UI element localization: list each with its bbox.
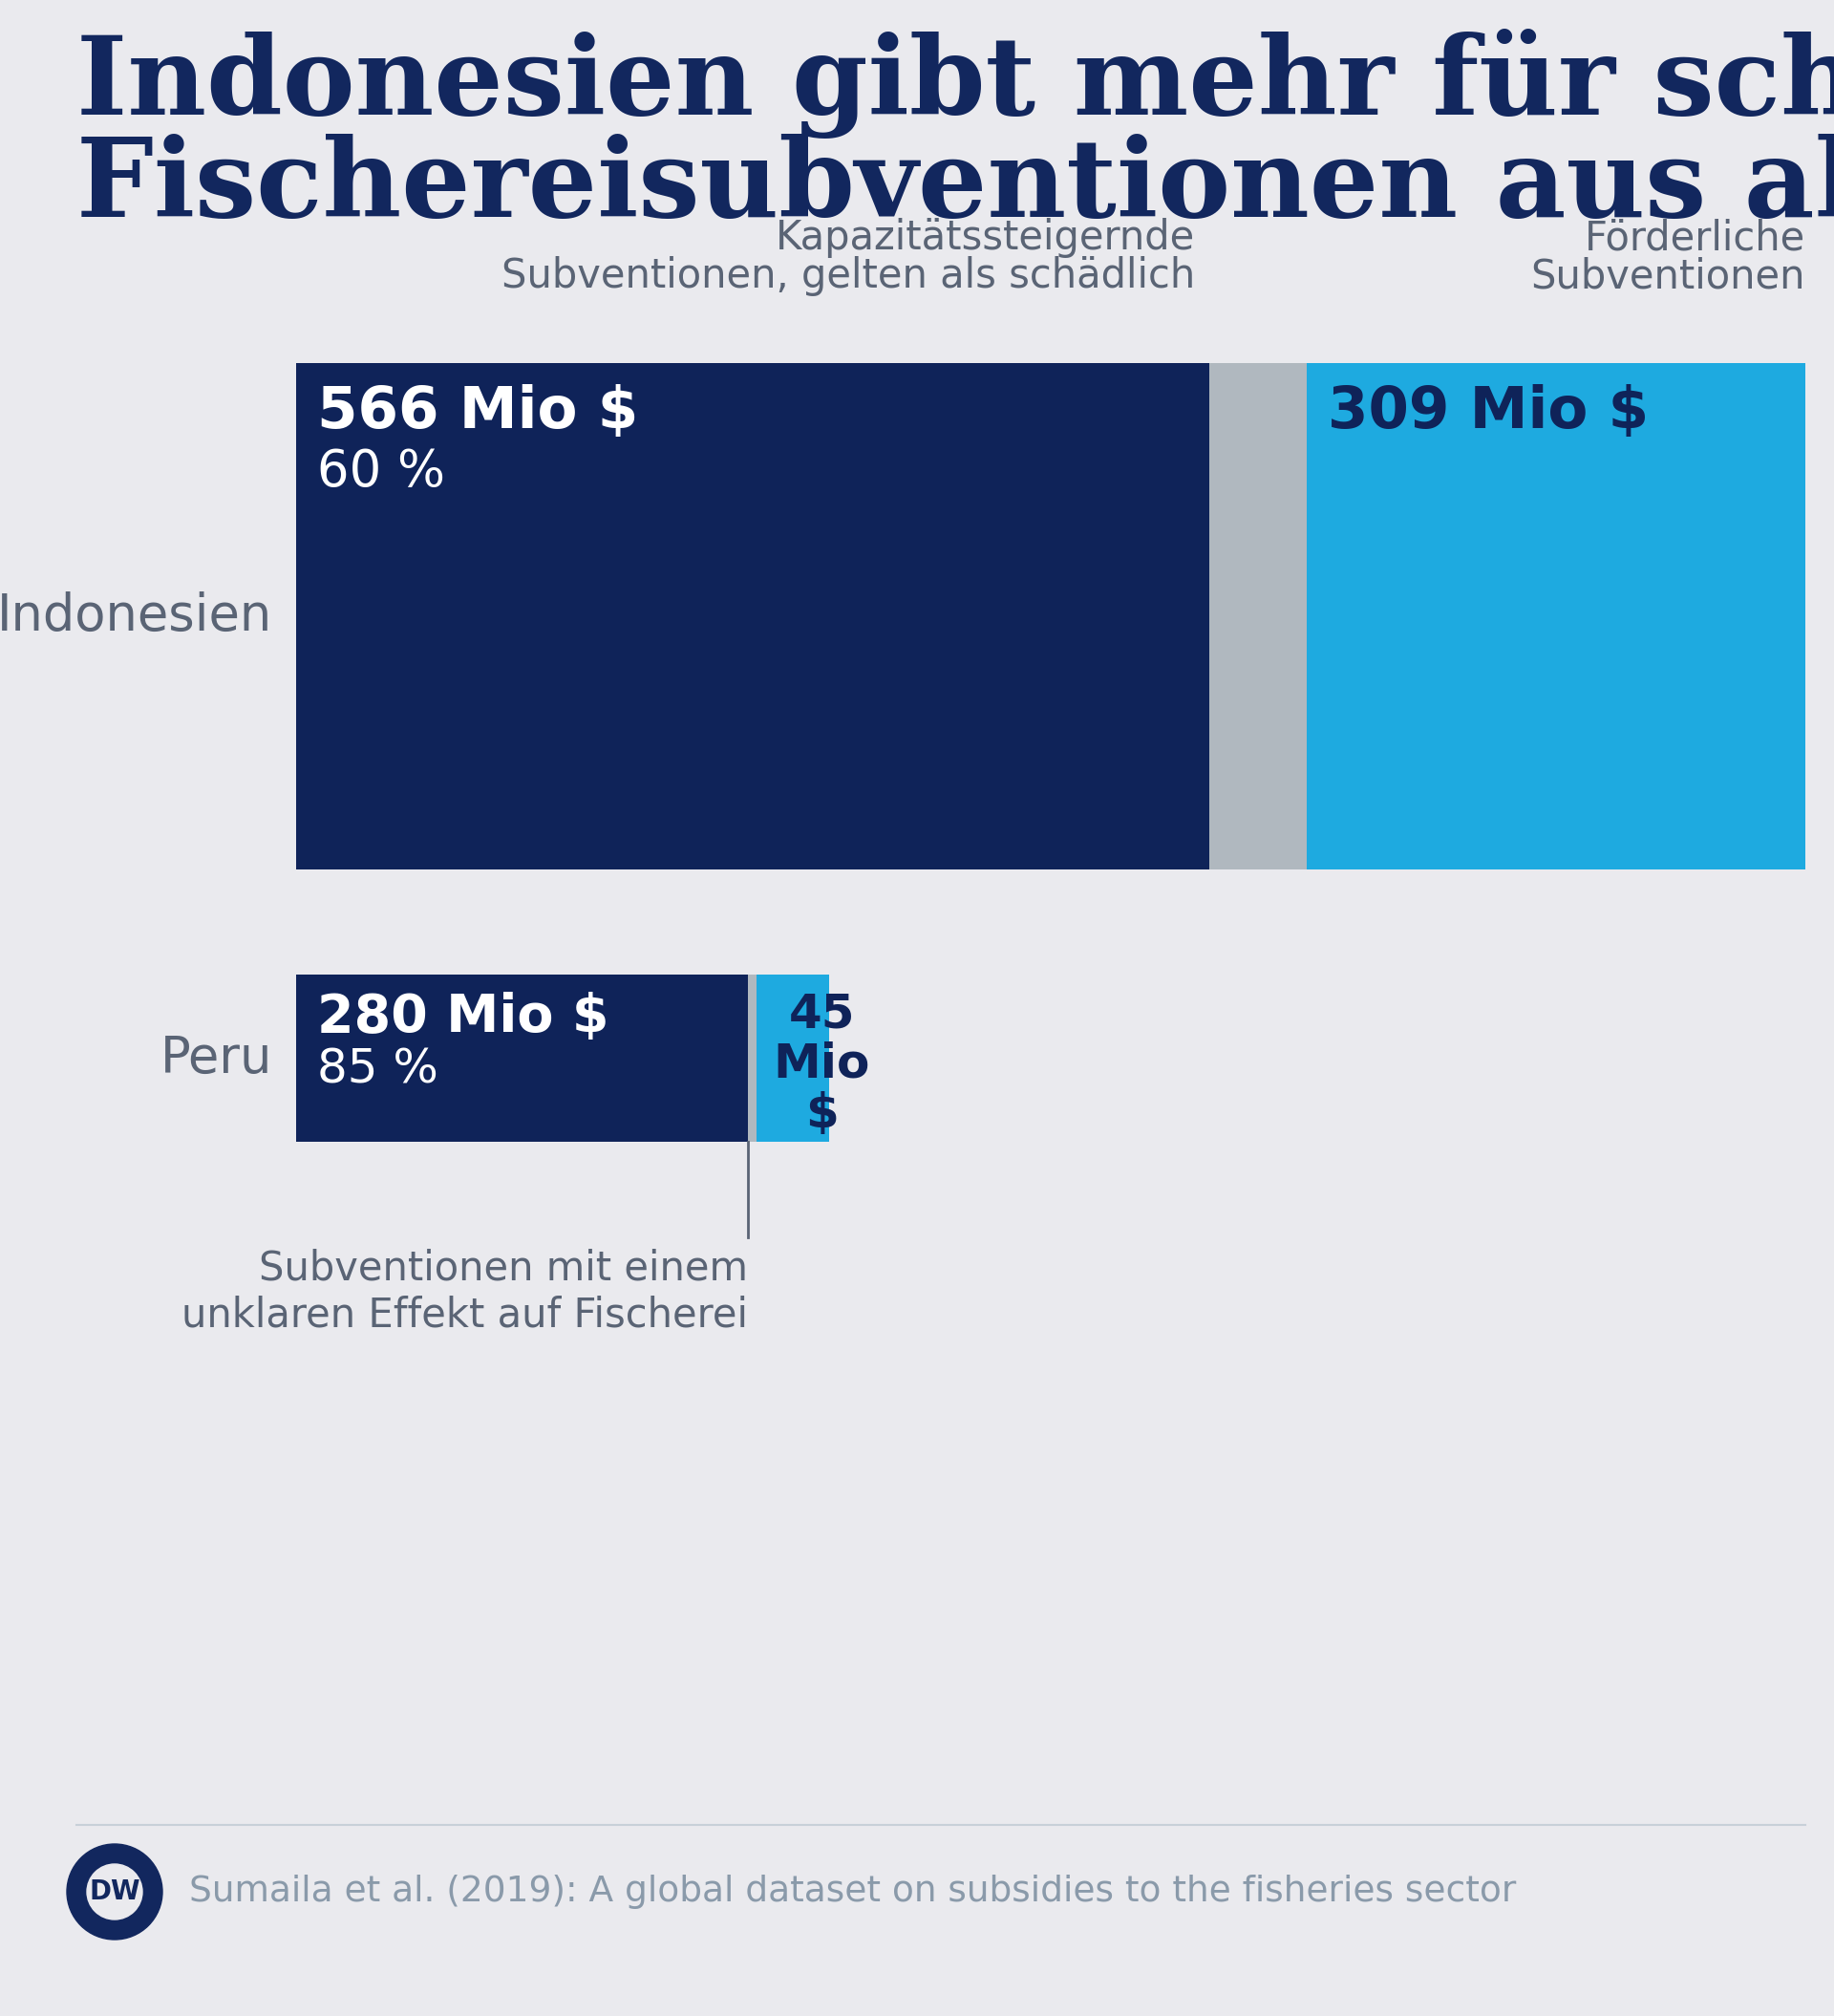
Text: Subventionen mit einem
unklaren Effekt auf Fischerei: Subventionen mit einem unklaren Effekt a… bbox=[182, 1248, 748, 1335]
Text: 60 %: 60 % bbox=[317, 448, 446, 496]
Bar bbox=[295, 974, 748, 1141]
Text: Förderliche: Förderliche bbox=[1585, 218, 1805, 258]
Bar bbox=[1306, 363, 1805, 869]
Text: 85 %: 85 % bbox=[317, 1046, 438, 1093]
Bar bbox=[1210, 363, 1306, 869]
Bar bbox=[748, 974, 756, 1141]
Circle shape bbox=[66, 1845, 163, 1939]
Text: Sumaila et al. (2019): A global dataset on subsidies to the fisheries sector: Sumaila et al. (2019): A global dataset … bbox=[189, 1875, 1517, 1909]
Text: 280 Mio $: 280 Mio $ bbox=[317, 992, 609, 1044]
Text: DW: DW bbox=[90, 1879, 139, 1905]
Text: Subventionen: Subventionen bbox=[1531, 256, 1805, 296]
Text: 566 Mio $: 566 Mio $ bbox=[317, 385, 638, 439]
Text: Indonesien: Indonesien bbox=[0, 591, 271, 641]
Text: Subventionen, gelten als schädlich: Subventionen, gelten als schädlich bbox=[503, 256, 1196, 296]
Text: Kapazitätssteigernde: Kapazitätssteigernde bbox=[776, 218, 1196, 258]
Bar bbox=[295, 363, 1210, 869]
Text: 45
Mio
$: 45 Mio $ bbox=[774, 992, 869, 1137]
Circle shape bbox=[86, 1865, 143, 1919]
Bar bbox=[756, 974, 829, 1141]
Text: 309 Mio $: 309 Mio $ bbox=[1328, 385, 1649, 439]
Text: Peru: Peru bbox=[160, 1034, 271, 1083]
Text: Fischereisubventionen aus als Peru: Fischereisubventionen aus als Peru bbox=[77, 133, 1834, 240]
Text: Indonesien gibt mehr für schädliche: Indonesien gibt mehr für schädliche bbox=[77, 28, 1834, 139]
